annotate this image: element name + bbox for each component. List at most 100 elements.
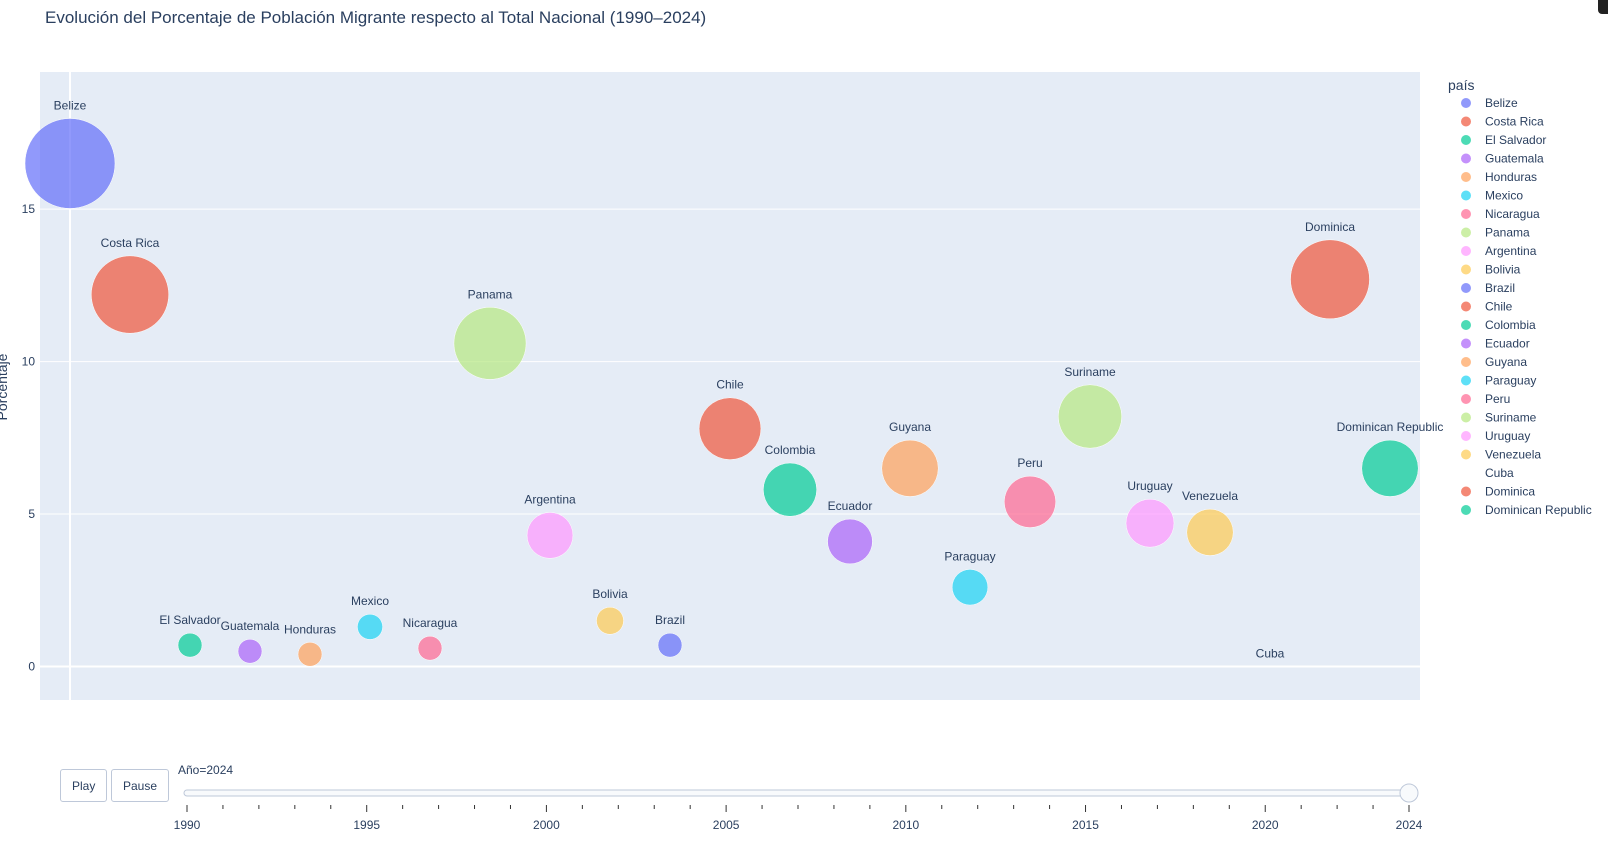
legend-label: Bolivia	[1485, 263, 1521, 277]
bubble-guyana[interactable]	[881, 439, 939, 497]
y-axis-ticks: 0 5 10 15	[22, 202, 36, 673]
legend-item-guyana[interactable]: Guyana	[1461, 355, 1527, 369]
bubble-label: Nicaragua	[403, 616, 458, 630]
bubble-nicaragua[interactable]	[417, 635, 443, 661]
slider-tick-label: 2005	[713, 818, 740, 832]
legend-label: Uruguay	[1485, 429, 1530, 443]
bubble-venezuela[interactable]	[1186, 508, 1234, 556]
y-tick-label: 0	[28, 659, 35, 673]
legend-marker	[1461, 135, 1471, 145]
bubble-belize[interactable]	[24, 118, 116, 209]
bubble-el-salvador[interactable]	[177, 632, 203, 658]
corner-tab	[1598, 0, 1608, 14]
slider-tick-label: 1995	[353, 818, 380, 832]
slider-current-value: Año=2024	[178, 763, 233, 777]
legend-item-argentina[interactable]: Argentina	[1461, 244, 1537, 258]
legend-item-paraguay[interactable]: Paraguay	[1461, 374, 1536, 388]
legend-label: Ecuador	[1485, 337, 1530, 351]
legend-marker	[1461, 505, 1471, 515]
legend-item-belize[interactable]: Belize	[1461, 96, 1518, 110]
legend-item-dominican-republic[interactable]: Dominican Republic	[1461, 503, 1592, 517]
legend-label: Suriname	[1485, 411, 1537, 425]
bubble-peru[interactable]	[1004, 475, 1056, 528]
legend-label: Brazil	[1485, 281, 1515, 295]
legend-item-ecuador[interactable]: Ecuador	[1461, 337, 1530, 351]
legend-item-nicaragua[interactable]: Nicaragua	[1461, 207, 1540, 221]
legend-item-chile[interactable]: Chile	[1461, 300, 1513, 314]
legend-marker	[1461, 172, 1471, 182]
bubble-label: Suriname	[1064, 365, 1116, 379]
bubble-label: Argentina	[524, 492, 576, 506]
legend-marker	[1461, 227, 1471, 238]
legend-item-brazil[interactable]: Brazil	[1461, 281, 1515, 295]
legend-label: Colombia	[1485, 318, 1536, 332]
legend-label: Cuba	[1485, 466, 1514, 480]
slider-tick-label: 2000	[533, 818, 560, 832]
legend-item-honduras[interactable]: Honduras	[1461, 170, 1537, 184]
bubble-label: Colombia	[765, 443, 816, 457]
bubble-ecuador[interactable]	[827, 518, 873, 565]
legend-item-dominica[interactable]: Dominica	[1461, 485, 1535, 499]
legend-item-costa-rica[interactable]: Costa Rica	[1461, 115, 1544, 129]
bubble-guatemala[interactable]	[237, 638, 263, 664]
bubble-label: Brazil	[655, 613, 685, 627]
legend-marker	[1461, 357, 1471, 367]
bubble-costa-rica[interactable]	[91, 255, 169, 334]
legend-marker	[1461, 394, 1471, 404]
slider-tick-label: 2010	[892, 818, 919, 832]
legend-item-bolivia[interactable]: Bolivia	[1461, 263, 1521, 277]
bubble-brazil[interactable]	[657, 632, 683, 658]
slider-tick-label: 2024	[1396, 818, 1423, 832]
bubble-dominica[interactable]	[1290, 239, 1370, 320]
legend-item-guatemala[interactable]: Guatemala	[1461, 152, 1544, 166]
legend-item-cuba[interactable]: Cuba	[1485, 466, 1514, 480]
bubble-mexico[interactable]	[357, 613, 383, 640]
legend-marker	[1461, 98, 1471, 108]
legend-marker	[1461, 283, 1471, 293]
bubble-label: Costa Rica	[101, 236, 160, 250]
bubble-uruguay[interactable]	[1125, 498, 1175, 548]
bubble-suriname[interactable]	[1058, 384, 1122, 449]
legend-item-colombia[interactable]: Colombia	[1461, 318, 1536, 332]
slider-rail[interactable]	[183, 789, 1412, 797]
legend-marker	[1461, 486, 1471, 497]
legend-item-venezuela[interactable]: Venezuela	[1461, 448, 1541, 462]
play-button[interactable]: Play	[60, 769, 108, 802]
legend-item-peru[interactable]: Peru	[1461, 392, 1510, 406]
bubble-label: Uruguay	[1127, 479, 1172, 493]
legend-item-uruguay[interactable]: Uruguay	[1461, 429, 1530, 443]
bubble-panama[interactable]	[453, 307, 527, 380]
legend-label: Chile	[1485, 300, 1513, 314]
bubble-label: Honduras	[284, 622, 336, 636]
bubble-honduras[interactable]	[297, 642, 323, 667]
legend-item-mexico[interactable]: Mexico	[1461, 189, 1523, 203]
legend-marker	[1461, 301, 1471, 312]
bubble-bolivia[interactable]	[596, 606, 624, 635]
legend-marker	[1461, 375, 1471, 386]
bubble-label: Mexico	[351, 594, 389, 608]
bubble-paraguay[interactable]	[951, 569, 989, 606]
y-axis-label: Porcentaje	[0, 353, 10, 420]
legend-label: Guatemala	[1485, 152, 1544, 166]
legend-item-el-salvador[interactable]: El Salvador	[1461, 133, 1546, 147]
bubble-label: Guatemala	[221, 619, 280, 633]
legend-marker	[1461, 209, 1471, 219]
legend-item-suriname[interactable]: Suriname	[1461, 411, 1537, 425]
bubble-dominican-republic[interactable]	[1361, 439, 1419, 497]
slider-handle[interactable]	[1399, 783, 1419, 803]
legend-label: El Salvador	[1485, 133, 1546, 147]
bubble-label: Peru	[1017, 456, 1042, 470]
legend-marker	[1461, 449, 1471, 460]
slider-tick-label: 2020	[1252, 818, 1279, 832]
bubble-label: Panama	[468, 287, 513, 301]
pause-button[interactable]: Pause	[111, 769, 170, 802]
bubble-argentina[interactable]	[526, 512, 574, 559]
bubble-colombia[interactable]	[763, 462, 817, 517]
legend-item-panama[interactable]: Panama	[1461, 226, 1530, 240]
bubble-label: Dominican Republic	[1337, 420, 1444, 434]
bubble-chile[interactable]	[698, 397, 762, 460]
legend-label: Dominica	[1485, 485, 1535, 499]
bubble-label: Paraguay	[944, 549, 995, 563]
